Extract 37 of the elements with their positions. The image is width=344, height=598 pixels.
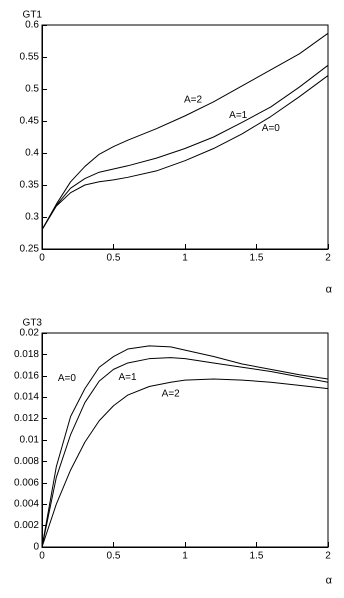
y-tick-label: 0.5	[25, 84, 40, 94]
y-tick-label: 0.6	[25, 20, 40, 30]
x-tick-label: 2	[325, 252, 332, 264]
series-label: A=1	[118, 372, 138, 383]
y-tick-label: 0.35	[20, 180, 40, 190]
y-axis-title: GT1	[22, 10, 42, 21]
y-tick-label: 0.004	[14, 498, 40, 510]
x-axis-title: α	[326, 284, 333, 296]
y-tick-label: 0.3	[25, 212, 40, 222]
x-tick-label: 1.5	[250, 252, 264, 264]
series-label: A=2	[184, 94, 202, 106]
y-axis-title: GT3	[22, 318, 42, 329]
y-tick-label: 0.008	[14, 456, 40, 467]
x-tick-label: 0.5	[106, 252, 121, 264]
x-tick-label: 1.5	[250, 550, 264, 562]
y-tick-label: 0.45	[20, 116, 40, 126]
series-label: A=1	[229, 110, 248, 121]
y-tick-label: 0.016	[14, 370, 40, 382]
x-tick-label: 1	[182, 252, 188, 264]
series-label: A=0	[58, 373, 76, 384]
series-label: A=2	[162, 388, 180, 400]
y-tick-label: 0.25	[20, 244, 40, 254]
y-tick-label: 0.01	[20, 434, 40, 446]
y-tick-label: 0.014	[14, 392, 40, 403]
series-label: A=0	[262, 123, 280, 134]
x-tick-label: 0.5	[106, 550, 121, 562]
y-tick-label: 0.02	[20, 328, 40, 338]
y-tick-label: 0.012	[14, 413, 40, 424]
x-tick-label: 1	[182, 550, 188, 562]
y-tick-label: 0.4	[25, 148, 40, 158]
y-tick-label: 0.006	[14, 477, 40, 488]
x-axis-title: α	[326, 574, 333, 586]
y-tick-label: 0.018	[14, 348, 40, 360]
y-tick-label: 0.002	[14, 520, 40, 532]
x-tick-label: 2	[325, 550, 332, 562]
y-tick-label: 0.55	[20, 52, 40, 62]
y-tick-label: 0	[33, 542, 40, 552]
